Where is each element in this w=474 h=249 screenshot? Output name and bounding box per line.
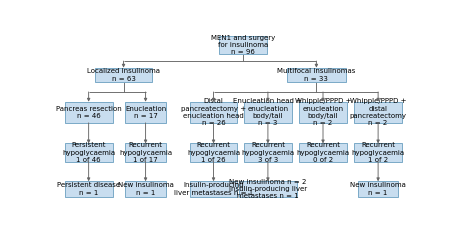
FancyBboxPatch shape [65, 181, 112, 197]
Text: Persistent disease
n = 1: Persistent disease n = 1 [57, 182, 120, 196]
Text: Recurrent
hypoglycaemia
1 of 26: Recurrent hypoglycaemia 1 of 26 [187, 142, 240, 163]
Text: Whipple/PPPD +
distal
pancreatectomy
n = 2: Whipple/PPPD + distal pancreatectomy n =… [350, 98, 407, 126]
FancyBboxPatch shape [190, 102, 237, 123]
Text: Enucleation
n = 17: Enucleation n = 17 [125, 106, 166, 119]
Text: MEN1 and surgery
for insulinoma
n = 96: MEN1 and surgery for insulinoma n = 96 [211, 35, 275, 56]
FancyBboxPatch shape [65, 143, 112, 162]
Text: Localized insulinoma
n = 63: Localized insulinoma n = 63 [87, 68, 160, 82]
FancyBboxPatch shape [238, 181, 297, 197]
Text: Enucleation head +
enucleation
body/tail
n = 3: Enucleation head + enucleation body/tail… [233, 98, 302, 126]
FancyBboxPatch shape [125, 143, 166, 162]
FancyBboxPatch shape [125, 102, 166, 123]
FancyBboxPatch shape [354, 102, 402, 123]
Text: Recurrent
hypoglycaemia
3 of 3: Recurrent hypoglycaemia 3 of 3 [241, 142, 294, 163]
Text: New insulinoma
n = 1: New insulinoma n = 1 [350, 182, 406, 196]
Text: New insulinoma n = 2
Insulin-producing liver
metastases n = 1: New insulinoma n = 2 Insulin-producing l… [229, 179, 307, 199]
Text: Recurrent
hypoglycaemia
1 of 17: Recurrent hypoglycaemia 1 of 17 [119, 142, 172, 163]
Text: Insulin-producing
liver metastases n = 1: Insulin-producing liver metastases n = 1 [174, 182, 253, 196]
FancyBboxPatch shape [287, 68, 346, 82]
FancyBboxPatch shape [244, 102, 292, 123]
Text: Pancreas resection
n = 46: Pancreas resection n = 46 [56, 106, 121, 119]
FancyBboxPatch shape [358, 181, 398, 197]
FancyBboxPatch shape [65, 102, 112, 123]
Text: Recurrent
hypoglycaemia
0 of 2: Recurrent hypoglycaemia 0 of 2 [296, 142, 349, 163]
Text: Recurrent
hypoglycaemia
1 of 2: Recurrent hypoglycaemia 1 of 2 [352, 142, 405, 163]
Text: Multifocal insulinomas
n = 33: Multifocal insulinomas n = 33 [277, 68, 356, 82]
FancyBboxPatch shape [299, 143, 347, 162]
Text: Whipple/PPPD +
enucleation
body/tail
n = 2: Whipple/PPPD + enucleation body/tail n =… [295, 98, 351, 126]
FancyBboxPatch shape [190, 181, 237, 197]
Text: New insulinoma
n = 1: New insulinoma n = 1 [118, 182, 173, 196]
FancyBboxPatch shape [190, 143, 237, 162]
FancyBboxPatch shape [299, 102, 347, 123]
FancyBboxPatch shape [219, 36, 267, 54]
FancyBboxPatch shape [125, 181, 166, 197]
Text: Distal
pancreatectomy +
enucleation head
n = 26: Distal pancreatectomy + enucleation head… [181, 98, 246, 126]
FancyBboxPatch shape [354, 143, 402, 162]
FancyBboxPatch shape [95, 68, 152, 82]
Text: Persistent
hypoglycaemia
1 of 46: Persistent hypoglycaemia 1 of 46 [62, 142, 115, 163]
FancyBboxPatch shape [244, 143, 292, 162]
